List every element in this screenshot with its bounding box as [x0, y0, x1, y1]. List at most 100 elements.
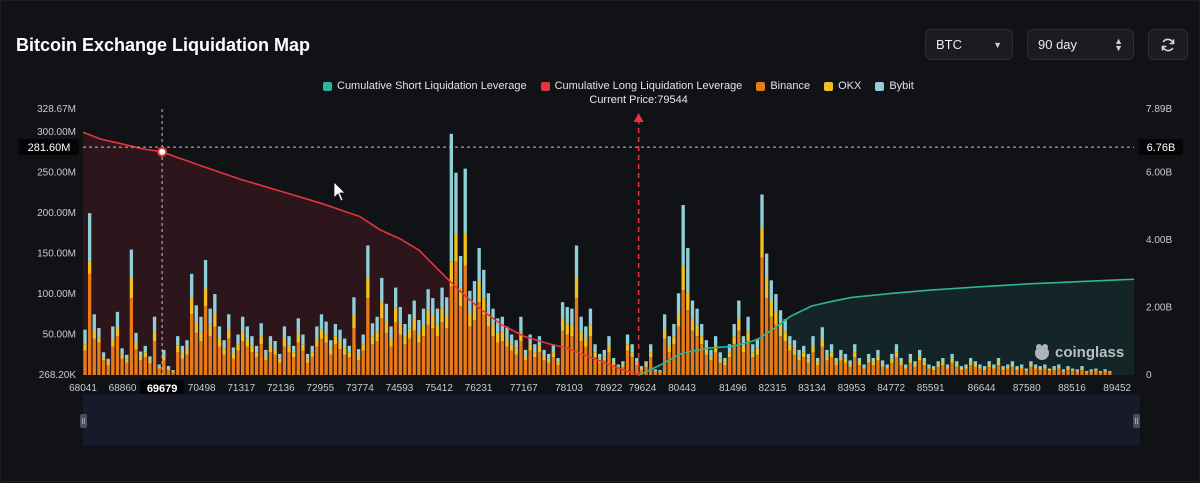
y-left-tick-label: 300.00M	[37, 127, 76, 138]
bar-binance	[686, 310, 690, 375]
bar-okx	[417, 332, 421, 343]
bar-okx	[621, 364, 625, 367]
bar-binance	[208, 336, 212, 375]
bar-binance	[435, 336, 440, 375]
bar-bybit	[431, 298, 435, 316]
bar-binance	[899, 365, 903, 375]
bar-okx	[690, 318, 695, 331]
bar-bybit	[718, 352, 722, 359]
bar-binance	[876, 360, 880, 375]
bar-bybit	[1001, 366, 1005, 369]
bar-bybit	[565, 307, 569, 324]
bar-bybit	[848, 360, 852, 365]
bar-binance	[751, 357, 755, 375]
bar-okx	[482, 298, 486, 315]
watermark-text: coinglass	[1055, 343, 1125, 361]
bar-binance	[806, 362, 811, 375]
bar-okx	[375, 331, 379, 342]
bar-binance	[588, 336, 593, 375]
bar-okx	[815, 362, 820, 366]
bar-bybit	[412, 300, 416, 319]
crosshair-point	[157, 146, 168, 157]
bar-binance	[227, 338, 231, 375]
bar-okx	[704, 348, 709, 355]
bar-okx	[1052, 368, 1056, 371]
bar-okx	[111, 338, 115, 347]
bar-bybit	[384, 303, 389, 322]
legend-item-short[interactable]: Cumulative Short Liquidation Leverage	[323, 80, 527, 92]
bar-bybit	[1029, 361, 1033, 365]
legend-item-bybit[interactable]: Bybit	[875, 80, 914, 92]
bar-okx	[876, 356, 880, 361]
bar-bybit	[797, 349, 801, 357]
bar-binance	[217, 346, 222, 375]
bar-okx	[514, 348, 518, 355]
bar-okx	[973, 364, 977, 367]
range-handle-right[interactable]	[1133, 414, 1140, 428]
bar-binance	[421, 336, 426, 375]
bar-bybit	[87, 213, 92, 262]
bar-okx	[217, 338, 222, 347]
bar-okx	[649, 352, 653, 358]
bar-okx	[769, 300, 773, 317]
bar-binance	[343, 354, 347, 375]
bar-bybit	[533, 344, 537, 353]
bar-binance	[505, 346, 509, 375]
bar-bybit	[486, 293, 491, 314]
bar-binance	[968, 365, 973, 375]
bar-binance	[904, 368, 908, 375]
bar-binance	[625, 350, 630, 375]
range-scrollbar[interactable]	[83, 394, 1140, 446]
bar-okx	[783, 331, 787, 342]
legend-item-okx[interactable]: OKX	[824, 80, 861, 92]
bar-okx	[890, 358, 894, 363]
bar-binance	[584, 346, 588, 375]
bar-binance	[769, 316, 773, 375]
bar-okx	[199, 331, 203, 342]
bar-binance	[268, 352, 273, 375]
bar-binance	[774, 324, 778, 375]
bar-binance	[454, 261, 458, 375]
bar-bybit	[667, 336, 671, 346]
bar-bybit	[213, 294, 217, 314]
bar-bybit	[115, 311, 120, 329]
range-select[interactable]: 90 day ▲ ▼	[1027, 29, 1134, 60]
refresh-button[interactable]	[1148, 29, 1188, 60]
bar-binance	[1098, 372, 1103, 375]
bar-okx	[537, 345, 542, 353]
bar-binance	[222, 354, 226, 375]
bar-okx	[611, 362, 616, 366]
bar-okx	[449, 261, 453, 286]
bar-okx	[129, 277, 134, 299]
bar-binance	[120, 358, 124, 375]
bar-binance	[537, 352, 542, 375]
bar-binance	[171, 372, 175, 375]
x-tick-label: 77167	[510, 383, 538, 394]
bar-bybit	[593, 344, 597, 353]
coin-select[interactable]: BTC ▼	[925, 29, 1013, 60]
legend-label: Binance	[770, 80, 811, 92]
x-tick-label: 88516	[1058, 383, 1086, 394]
bar-okx	[343, 348, 347, 355]
bar-bybit	[264, 349, 268, 357]
bar-bybit	[97, 328, 101, 338]
bar-binance	[533, 357, 537, 375]
bar-binance	[352, 328, 356, 375]
bar-bybit	[584, 326, 588, 339]
legend-item-long[interactable]: Cumulative Long Liquidation Leverage	[540, 80, 742, 92]
bar-okx	[908, 358, 913, 363]
bar-binance	[885, 368, 889, 375]
bar-okx	[509, 344, 514, 351]
bar-bybit	[315, 326, 319, 339]
legend-item-binance[interactable]: Binance	[756, 80, 810, 92]
range-handle-left[interactable]	[80, 414, 87, 428]
x-tick-label: 83953	[838, 383, 866, 394]
bar-okx	[231, 353, 236, 359]
bar-binance	[291, 357, 296, 375]
bar-okx	[380, 302, 384, 319]
bar-binance	[894, 357, 899, 375]
bar-bybit	[343, 338, 347, 349]
bar-binance	[482, 314, 486, 375]
bar-okx	[644, 364, 648, 367]
